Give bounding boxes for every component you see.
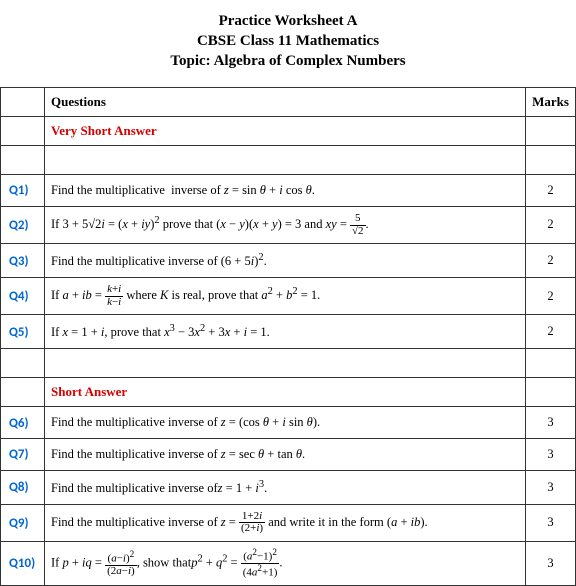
question-number: Q6) <box>9 416 29 431</box>
question-marks: 2 <box>526 277 576 314</box>
header-line2: CBSE Class 11 Mathematics <box>0 33 576 50</box>
section-row: Short Answer <box>1 378 576 407</box>
question-number: Q1) <box>9 183 29 198</box>
question-text: Find the multiplicative inverse of z = 1… <box>45 504 526 541</box>
question-text: Find the multiplicative inverse ofz = 1 … <box>45 470 526 504</box>
question-text: If p + iq = (a−i)2(2a−i), show thatp2 + … <box>45 541 526 585</box>
section-row: Very Short Answer <box>1 117 576 146</box>
section-short: Short Answer <box>51 384 127 399</box>
header-blank <box>1 88 45 117</box>
question-marks: 2 <box>526 244 576 278</box>
table-row: Q9) Find the multiplicative inverse of z… <box>1 504 576 541</box>
table-row: Q5) If x = 1 + i, prove that x3 − 3x2 + … <box>1 315 576 349</box>
table-row: Q10) If p + iq = (a−i)2(2a−i), show that… <box>1 541 576 585</box>
table-row: Q1) Find the multiplicative inverse of z… <box>1 175 576 207</box>
worksheet-content: Practice Worksheet A CBSE Class 11 Mathe… <box>0 0 576 586</box>
empty-row <box>1 349 576 378</box>
question-number: Q8) <box>9 480 29 495</box>
question-text: If 3 + 5√2i = (x + iy)2 prove that (x − … <box>45 206 526 243</box>
table-row: Q8) Find the multiplicative inverse ofz … <box>1 470 576 504</box>
worksheet-header: Practice Worksheet A CBSE Class 11 Mathe… <box>0 0 576 87</box>
question-marks: 3 <box>526 541 576 585</box>
question-marks: 2 <box>526 315 576 349</box>
table-row: Q3) Find the multiplicative inverse of (… <box>1 244 576 278</box>
table-row: Q2) If 3 + 5√2i = (x + iy)2 prove that (… <box>1 206 576 243</box>
question-number: Q5) <box>9 325 29 340</box>
questions-table: Questions Marks Very Short Answer Q1) Fi… <box>0 87 576 586</box>
question-text: Find the multiplicative inverse of z = s… <box>45 438 526 470</box>
table-row: Q4) If a + ib = k+ik−i where K is real, … <box>1 277 576 314</box>
table-header-row: Questions Marks <box>1 88 576 117</box>
question-number: Q9) <box>9 516 29 531</box>
table-row: Q7) Find the multiplicative inverse of z… <box>1 438 576 470</box>
question-text: If x = 1 + i, prove that x3 − 3x2 + 3x +… <box>45 315 526 349</box>
question-marks: 3 <box>526 438 576 470</box>
question-number: Q7) <box>9 447 29 462</box>
empty-row <box>1 146 576 175</box>
header-line1: Practice Worksheet A <box>0 13 576 30</box>
section-very-short: Very Short Answer <box>51 123 157 138</box>
header-marks: Marks <box>526 88 576 117</box>
question-marks: 3 <box>526 470 576 504</box>
question-marks: 2 <box>526 175 576 207</box>
question-text: Find the multiplicative inverse of z = (… <box>45 407 526 439</box>
table-row: Q6) Find the multiplicative inverse of z… <box>1 407 576 439</box>
question-text: Find the multiplicative inverse of (6 + … <box>45 244 526 278</box>
question-number: Q4) <box>9 289 29 304</box>
header-questions: Questions <box>45 88 526 117</box>
question-marks: 3 <box>526 504 576 541</box>
question-number: Q2) <box>9 218 29 233</box>
header-line3: Topic: Algebra of Complex Numbers <box>0 53 576 70</box>
question-text: Find the multiplicative inverse of z = s… <box>45 175 526 207</box>
question-marks: 3 <box>526 407 576 439</box>
question-text: If a + ib = k+ik−i where K is real, prov… <box>45 277 526 314</box>
question-number: Q10) <box>9 556 35 571</box>
question-number: Q3) <box>9 254 29 269</box>
question-marks: 2 <box>526 206 576 243</box>
